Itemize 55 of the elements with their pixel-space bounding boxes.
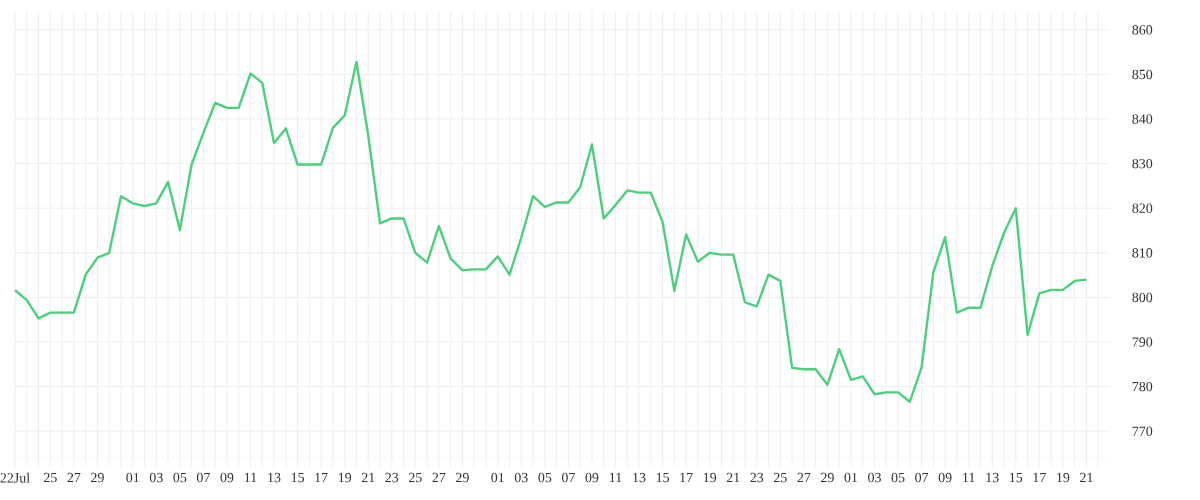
- x-tick-label: 29: [456, 472, 469, 483]
- x-tick-label: 03: [514, 472, 528, 483]
- x-tick-label: 22Jul: [0, 472, 30, 483]
- y-tick-label: 780: [1132, 381, 1153, 392]
- x-tick-label: 25: [408, 472, 422, 483]
- y-tick-label: 810: [1132, 248, 1153, 258]
- x-tick-label: 03: [149, 472, 163, 483]
- x-tick-label: 05: [538, 472, 552, 483]
- y-tick-label: 770: [1132, 426, 1153, 436]
- x-tick-label: 11: [244, 472, 257, 483]
- x-tick-label: 21: [1080, 472, 1093, 483]
- x-tick-label: 09: [585, 472, 599, 483]
- x-tick-label: 01: [126, 472, 139, 483]
- x-tick-label: 11: [963, 472, 975, 483]
- x-tick-label: 09: [938, 472, 952, 483]
- y-tick-label: 820: [1132, 203, 1153, 213]
- y-tick-label: 830: [1132, 158, 1153, 169]
- x-tick-label: 19: [1057, 472, 1070, 483]
- x-tick-label: 01: [491, 472, 504, 483]
- x-tick-label: 15: [291, 472, 305, 483]
- x-tick-label: 17: [315, 472, 328, 483]
- x-tick-label: 27: [797, 472, 811, 483]
- x-tick-label: 13: [268, 472, 281, 483]
- x-tick-label: 15: [1010, 472, 1023, 483]
- y-tick-label: 860: [1132, 25, 1153, 35]
- x-tick-label: 07: [915, 472, 929, 483]
- x-tick-label: 11: [609, 472, 622, 483]
- x-tick-label: 27: [432, 472, 446, 483]
- x-tick-label: 29: [821, 472, 834, 483]
- x-tick-label: 19: [703, 472, 717, 483]
- x-tick-label: 13: [986, 472, 999, 483]
- x-tick-label: 15: [656, 472, 670, 483]
- y-tick-label: 840: [1132, 114, 1153, 124]
- x-tick-label: 03: [868, 472, 881, 483]
- x-tick-label: 17: [1033, 472, 1046, 483]
- x-tick-label: 21: [726, 472, 740, 483]
- x-tick-label: 25: [43, 472, 57, 483]
- x-tick-label: 07: [196, 472, 210, 483]
- x-tick-label: 27: [67, 472, 81, 483]
- x-tick-label: 09: [220, 472, 234, 483]
- x-tick-label: 05: [173, 472, 187, 483]
- y-tick-label: 800: [1132, 292, 1153, 303]
- x-tick-label: 05: [891, 472, 905, 483]
- x-tick-label: 29: [91, 472, 104, 483]
- x-tick-label: 23: [385, 472, 399, 483]
- x-tick-label: 21: [361, 472, 375, 483]
- x-tick-label: 19: [338, 472, 352, 483]
- x-tick-label: 23: [750, 472, 764, 483]
- y-tick-label: 850: [1132, 69, 1153, 80]
- x-tick-label: 17: [680, 472, 693, 483]
- x-tick-label: 07: [561, 472, 575, 483]
- y-tick-label: 790: [1132, 337, 1153, 347]
- x-tick-label: 25: [773, 472, 787, 483]
- x-tick-label: 01: [844, 472, 858, 483]
- x-tick-label: 13: [633, 472, 646, 483]
